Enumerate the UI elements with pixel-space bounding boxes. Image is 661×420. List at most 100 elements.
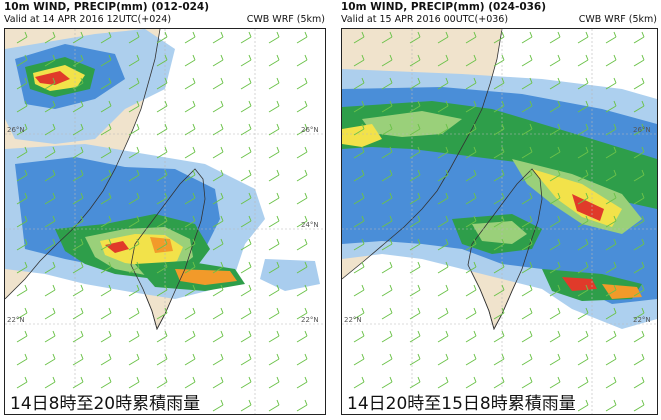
wind-barb xyxy=(72,31,84,44)
wind-barb xyxy=(240,399,252,412)
precip-map: 26°N 22°N 22°N xyxy=(341,28,658,415)
wind-barb xyxy=(128,307,140,320)
wind-barb xyxy=(16,169,28,182)
wind-barb xyxy=(128,31,140,44)
wind-barb xyxy=(493,307,505,320)
wind-barb xyxy=(605,330,617,343)
wind-barb xyxy=(521,169,533,182)
wind-barb xyxy=(44,100,56,113)
wind-barb xyxy=(381,307,393,320)
taiwan-coastline xyxy=(467,168,543,331)
wind-barb xyxy=(409,54,421,67)
wind-barb xyxy=(128,215,140,228)
wind-barb xyxy=(409,330,421,343)
wind-barb xyxy=(577,330,589,343)
wind-barb xyxy=(212,123,224,136)
lat-label-26n: 26°N xyxy=(7,126,25,134)
wind-barb xyxy=(240,284,252,297)
model-label: CWB WRF (5km) xyxy=(578,14,657,25)
wind-barb xyxy=(100,330,112,343)
wind-barb xyxy=(240,215,252,228)
wind-barb xyxy=(72,353,84,366)
wind-barb xyxy=(605,376,617,389)
wind-barb xyxy=(465,77,477,90)
wind-barb xyxy=(409,192,421,205)
wind-barb xyxy=(465,54,477,67)
wind-barb xyxy=(44,261,56,274)
wind-barb xyxy=(212,169,224,182)
wind-barb xyxy=(100,169,112,182)
wind-barb xyxy=(128,123,140,136)
wind-barb xyxy=(100,215,112,228)
wind-barb xyxy=(409,100,421,113)
wind-barb xyxy=(44,307,56,320)
wind-barb xyxy=(72,146,84,159)
wind-barb xyxy=(633,192,645,205)
wind-barb xyxy=(605,261,617,274)
wind-barb xyxy=(268,307,280,320)
wind-barb xyxy=(156,284,168,297)
wind-barb xyxy=(521,215,533,228)
wind-barb xyxy=(184,123,196,136)
precip-map-svg: 26°N 26°N 24°N 22°N 22°N xyxy=(5,29,325,414)
wind-barb xyxy=(184,330,196,343)
wind-barb xyxy=(184,100,196,113)
wind-barb xyxy=(521,54,533,67)
wind-barb xyxy=(156,376,168,389)
wind-barb xyxy=(493,192,505,205)
wind-barb xyxy=(633,284,645,297)
wind-barb xyxy=(296,399,308,412)
wind-barb xyxy=(633,54,645,67)
wind-barb xyxy=(381,54,393,67)
wind-barb xyxy=(44,353,56,366)
wind-barb xyxy=(16,284,28,297)
wind-barb xyxy=(605,284,617,297)
wind-barb xyxy=(184,54,196,67)
wind-barb xyxy=(409,123,421,136)
wind-barb xyxy=(493,215,505,228)
wind-barb xyxy=(605,307,617,320)
wind-barb xyxy=(381,146,393,159)
wind-barb xyxy=(353,307,365,320)
wind-barb xyxy=(605,353,617,366)
wind-barb xyxy=(605,100,617,113)
wind-barb xyxy=(128,261,140,274)
wind-barb xyxy=(381,192,393,205)
wind-barb xyxy=(353,261,365,274)
wind-barb xyxy=(296,100,308,113)
wind-barb xyxy=(633,376,645,389)
wind-barb xyxy=(184,31,196,44)
wind-barb xyxy=(437,100,449,113)
wind-barb xyxy=(381,100,393,113)
wind-barb xyxy=(605,31,617,44)
wind-barb xyxy=(381,31,393,44)
wind-barb xyxy=(577,399,589,412)
wind-barb xyxy=(100,192,112,205)
wind-barb xyxy=(184,146,196,159)
wind-barb xyxy=(409,215,421,228)
wind-barb xyxy=(100,307,112,320)
wind-barb xyxy=(156,169,168,182)
wind-barb xyxy=(549,238,561,251)
wind-barb xyxy=(72,215,84,228)
wind-barb xyxy=(212,77,224,90)
wind-barb xyxy=(409,376,421,389)
wind-barb xyxy=(493,31,505,44)
wind-barb xyxy=(465,284,477,297)
wind-barb xyxy=(156,330,168,343)
wind-barb xyxy=(16,215,28,228)
wind-barb xyxy=(577,238,589,251)
wind-barb xyxy=(493,77,505,90)
wind-barb xyxy=(633,353,645,366)
wind-barb xyxy=(381,353,393,366)
wind-barb xyxy=(521,261,533,274)
wind-barb xyxy=(549,77,561,90)
wind-barb xyxy=(184,284,196,297)
wind-barb xyxy=(128,353,140,366)
wind-barb xyxy=(521,192,533,205)
wind-barb xyxy=(549,307,561,320)
wind-barb xyxy=(493,100,505,113)
wind-barb xyxy=(240,376,252,389)
wind-barb xyxy=(268,100,280,113)
wind-barb xyxy=(549,123,561,136)
